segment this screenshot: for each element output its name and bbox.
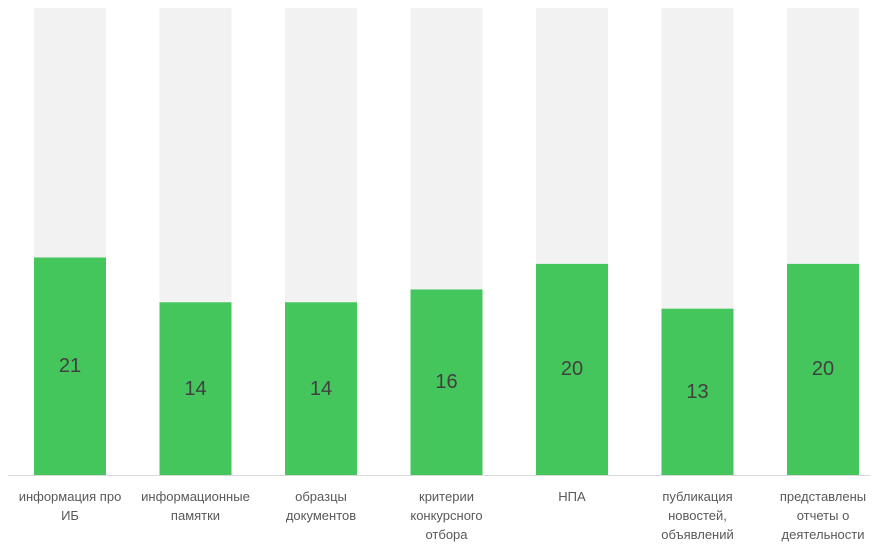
category-label: образцы документов [285, 489, 357, 523]
data-label: 14 [184, 377, 207, 400]
category-label: критерии конкурсного отбора [410, 489, 483, 542]
category-label: представлены отчеты о деятельности [779, 489, 867, 542]
category-label: информация про ИБ [18, 489, 122, 523]
plot-area [8, 8, 870, 476]
data-label: 16 [435, 371, 458, 394]
bar [787, 263, 859, 475]
bar [159, 302, 232, 475]
bar [285, 302, 357, 475]
bar [661, 308, 734, 475]
data-label: 21 [58, 355, 82, 378]
data-label: 13 [686, 380, 709, 403]
bar [536, 263, 608, 475]
bar [34, 257, 106, 475]
data-label: 20 [560, 358, 584, 381]
category-label: публикация новостей, объявлений [661, 489, 734, 542]
category-label: информационные памятки [141, 489, 250, 523]
category-label: НПА [558, 489, 586, 504]
data-label: 20 [811, 358, 835, 381]
bar [410, 289, 483, 475]
data-label: 14 [309, 377, 333, 400]
